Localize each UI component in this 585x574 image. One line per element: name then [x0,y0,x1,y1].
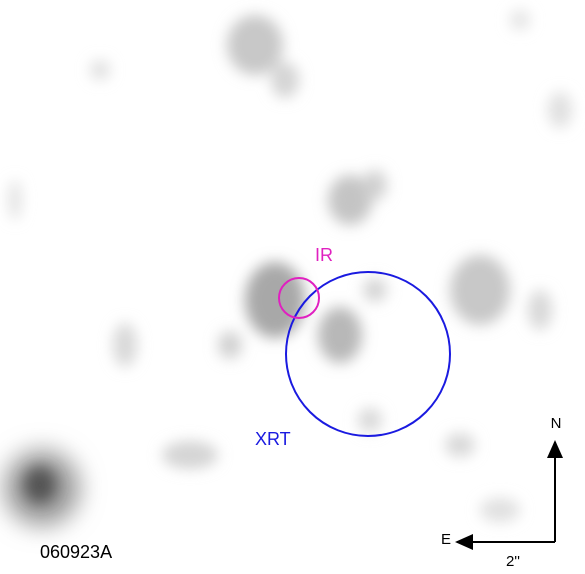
east-label: E [441,531,451,548]
grb-label: 060923A [40,542,112,562]
scale-label: 2'' [506,553,520,570]
xrt-label: XRT [255,429,291,449]
north-label: N [551,415,562,432]
bright-source [4,450,80,526]
sky-image: IR XRT N E 2'' 060923A [0,0,585,574]
ir-label: IR [315,245,333,265]
